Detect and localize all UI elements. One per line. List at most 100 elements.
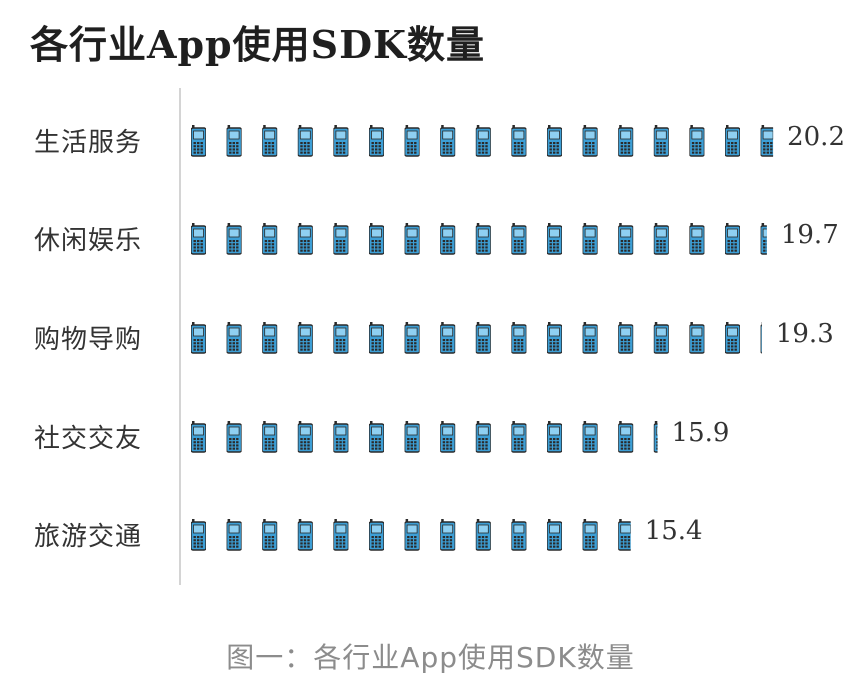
mobile-phone-icon (582, 125, 598, 157)
mobile-phone-icon (369, 223, 384, 255)
icon-bar (191, 125, 774, 157)
mobile-phone-icon (297, 125, 313, 157)
mobile-phone-icon (511, 322, 527, 354)
mobile-phone-icon (333, 125, 349, 157)
mobile-phone-icon (262, 223, 278, 255)
mobile-phone-icon (404, 322, 420, 354)
mobile-phone-icon (226, 125, 242, 157)
value-label: 15.9 (671, 418, 730, 448)
category-label: 社交交友 (34, 424, 143, 454)
mobile-phone-icon (547, 322, 562, 354)
mobile-phone-icon (760, 322, 762, 354)
mobile-phone-icon (760, 223, 767, 255)
icon-bar (191, 223, 767, 255)
category-axis-line (179, 88, 181, 585)
mobile-phone-icon (511, 519, 527, 551)
mobile-phone-icon (440, 519, 456, 551)
chart-row: 生活服务 20.2 (0, 112, 861, 172)
mobile-phone-icon (297, 322, 313, 354)
icon-bar (191, 519, 631, 551)
mobile-phone-icon (191, 519, 206, 551)
mobile-phone-icon (333, 223, 349, 255)
mobile-phone-icon (369, 519, 384, 551)
mobile-phone-icon (511, 421, 527, 453)
mobile-phone-icon (618, 519, 631, 551)
mobile-phone-icon (262, 421, 278, 453)
mobile-phone-icon (582, 421, 598, 453)
mobile-phone-icon (404, 223, 420, 255)
value-label: 20.2 (787, 122, 845, 152)
mobile-phone-icon (297, 519, 313, 551)
mobile-phone-icon (297, 223, 313, 255)
mobile-phone-icon (653, 421, 658, 453)
mobile-phone-icon (689, 125, 705, 157)
category-label: 购物导购 (34, 325, 143, 355)
icon-bar (191, 322, 762, 354)
value-label: 15.4 (644, 516, 703, 546)
mobile-phone-icon (369, 421, 384, 453)
mobile-phone-icon (404, 421, 420, 453)
mobile-phone-icon (725, 322, 740, 354)
mobile-phone-icon (333, 519, 349, 551)
mobile-phone-icon (511, 223, 527, 255)
mobile-phone-icon (689, 223, 705, 255)
chart-row: 旅游交通 15.4 (0, 506, 861, 566)
mobile-phone-icon (262, 519, 278, 551)
mobile-phone-icon (618, 322, 634, 354)
mobile-phone-icon (226, 322, 242, 354)
chart-title: 各行业App使用SDK数量 (30, 22, 486, 67)
mobile-phone-icon (689, 322, 705, 354)
mobile-phone-icon (653, 322, 669, 354)
mobile-phone-icon (191, 322, 206, 354)
mobile-phone-icon (226, 223, 242, 255)
mobile-phone-icon (547, 519, 562, 551)
mobile-phone-icon (582, 223, 598, 255)
mobile-phone-icon (653, 223, 669, 255)
mobile-phone-icon (262, 322, 278, 354)
mobile-phone-icon (191, 223, 206, 255)
icon-bar (191, 421, 658, 453)
chart-row: 购物导购 19.3 (0, 309, 861, 369)
figure-caption: 图一：各行业App使用SDK数量 (226, 641, 635, 674)
value-label: 19.3 (775, 319, 834, 349)
mobile-phone-icon (475, 223, 491, 255)
mobile-phone-icon (369, 125, 384, 157)
mobile-phone-icon (475, 421, 491, 453)
mobile-phone-icon (297, 421, 313, 453)
mobile-phone-icon (262, 125, 278, 157)
mobile-phone-icon (511, 125, 527, 157)
mobile-phone-icon (725, 125, 740, 157)
mobile-phone-icon (618, 223, 634, 255)
mobile-phone-icon (475, 519, 491, 551)
mobile-phone-icon (369, 322, 384, 354)
mobile-phone-icon (333, 322, 349, 354)
mobile-phone-icon (191, 125, 206, 157)
mobile-phone-icon (475, 322, 491, 354)
mobile-phone-icon (475, 125, 491, 157)
category-label: 休闲娱乐 (34, 226, 143, 256)
mobile-phone-icon (440, 421, 456, 453)
value-label: 19.7 (780, 220, 839, 250)
mobile-phone-icon (582, 519, 598, 551)
mobile-phone-icon (440, 322, 456, 354)
category-label: 旅游交通 (34, 522, 143, 552)
mobile-phone-icon (226, 421, 242, 453)
mobile-phone-icon (547, 223, 562, 255)
category-label: 生活服务 (34, 128, 143, 158)
mobile-phone-icon (191, 421, 206, 453)
mobile-phone-icon (547, 125, 562, 157)
mobile-phone-icon (333, 421, 349, 453)
mobile-phone-icon (653, 125, 669, 157)
mobile-phone-icon (404, 519, 420, 551)
mobile-phone-icon (547, 421, 562, 453)
chart-row: 休闲娱乐 19.7 (0, 210, 861, 270)
mobile-phone-icon (226, 519, 242, 551)
mobile-phone-icon (618, 125, 634, 157)
chart-row: 社交交友 15.9 (0, 408, 861, 468)
mobile-phone-icon (725, 223, 740, 255)
mobile-phone-icon (440, 223, 456, 255)
mobile-phone-icon (440, 125, 456, 157)
mobile-phone-icon (582, 322, 598, 354)
mobile-phone-icon (618, 421, 634, 453)
